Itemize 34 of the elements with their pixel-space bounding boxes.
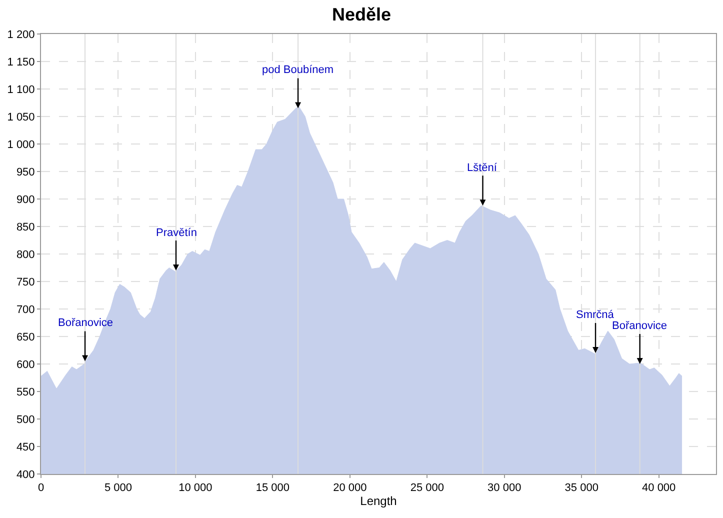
annotation: Bořanovice — [58, 317, 114, 329]
x-tick-label: 15 000 — [256, 482, 290, 494]
annotation: Bořanovice — [612, 320, 668, 332]
y-tick-label: 750 — [16, 276, 35, 288]
y-tick-label: 950 — [16, 166, 35, 178]
x-tick-label: 35 000 — [564, 482, 598, 494]
x-tick-label: 0 — [38, 482, 44, 494]
y-tick-label: 1 150 — [7, 56, 35, 68]
annotation: Smrčná — [576, 309, 615, 321]
y-tick-label: 1 050 — [7, 111, 35, 124]
y-tick-label: 600 — [16, 358, 35, 371]
y-tick-label: 650 — [16, 331, 35, 344]
y-tick-label: 1 100 — [7, 84, 35, 96]
y-tick-label: 1 200 — [7, 28, 35, 41]
y-tick-label: 450 — [16, 441, 35, 454]
x-tick-label: 25 000 — [410, 482, 444, 494]
x-tick-label: 20 000 — [333, 482, 367, 494]
x-tick-label: 30 000 — [488, 482, 522, 494]
annotation: Pravětín — [156, 227, 197, 239]
chart-title: Neděle — [332, 4, 392, 24]
y-tick-label: 550 — [16, 386, 35, 398]
y-tick-label: 500 — [16, 414, 35, 426]
annotation: Lštění — [467, 162, 498, 174]
y-tick-label: 700 — [16, 304, 35, 316]
x-tick-label: 5 000 — [104, 482, 132, 494]
y-tick-label: 900 — [16, 194, 35, 206]
annotation: pod Boubínem — [262, 64, 334, 76]
x-tick-label: 10 000 — [178, 482, 212, 494]
y-tick-label: 400 — [16, 468, 35, 481]
y-tick-label: 800 — [16, 248, 35, 261]
y-tick-label: 850 — [16, 221, 35, 234]
y-tick-label: 1 000 — [7, 138, 35, 151]
x-tick-label: 40 000 — [642, 482, 676, 494]
x-axis-title: Length — [360, 494, 397, 508]
